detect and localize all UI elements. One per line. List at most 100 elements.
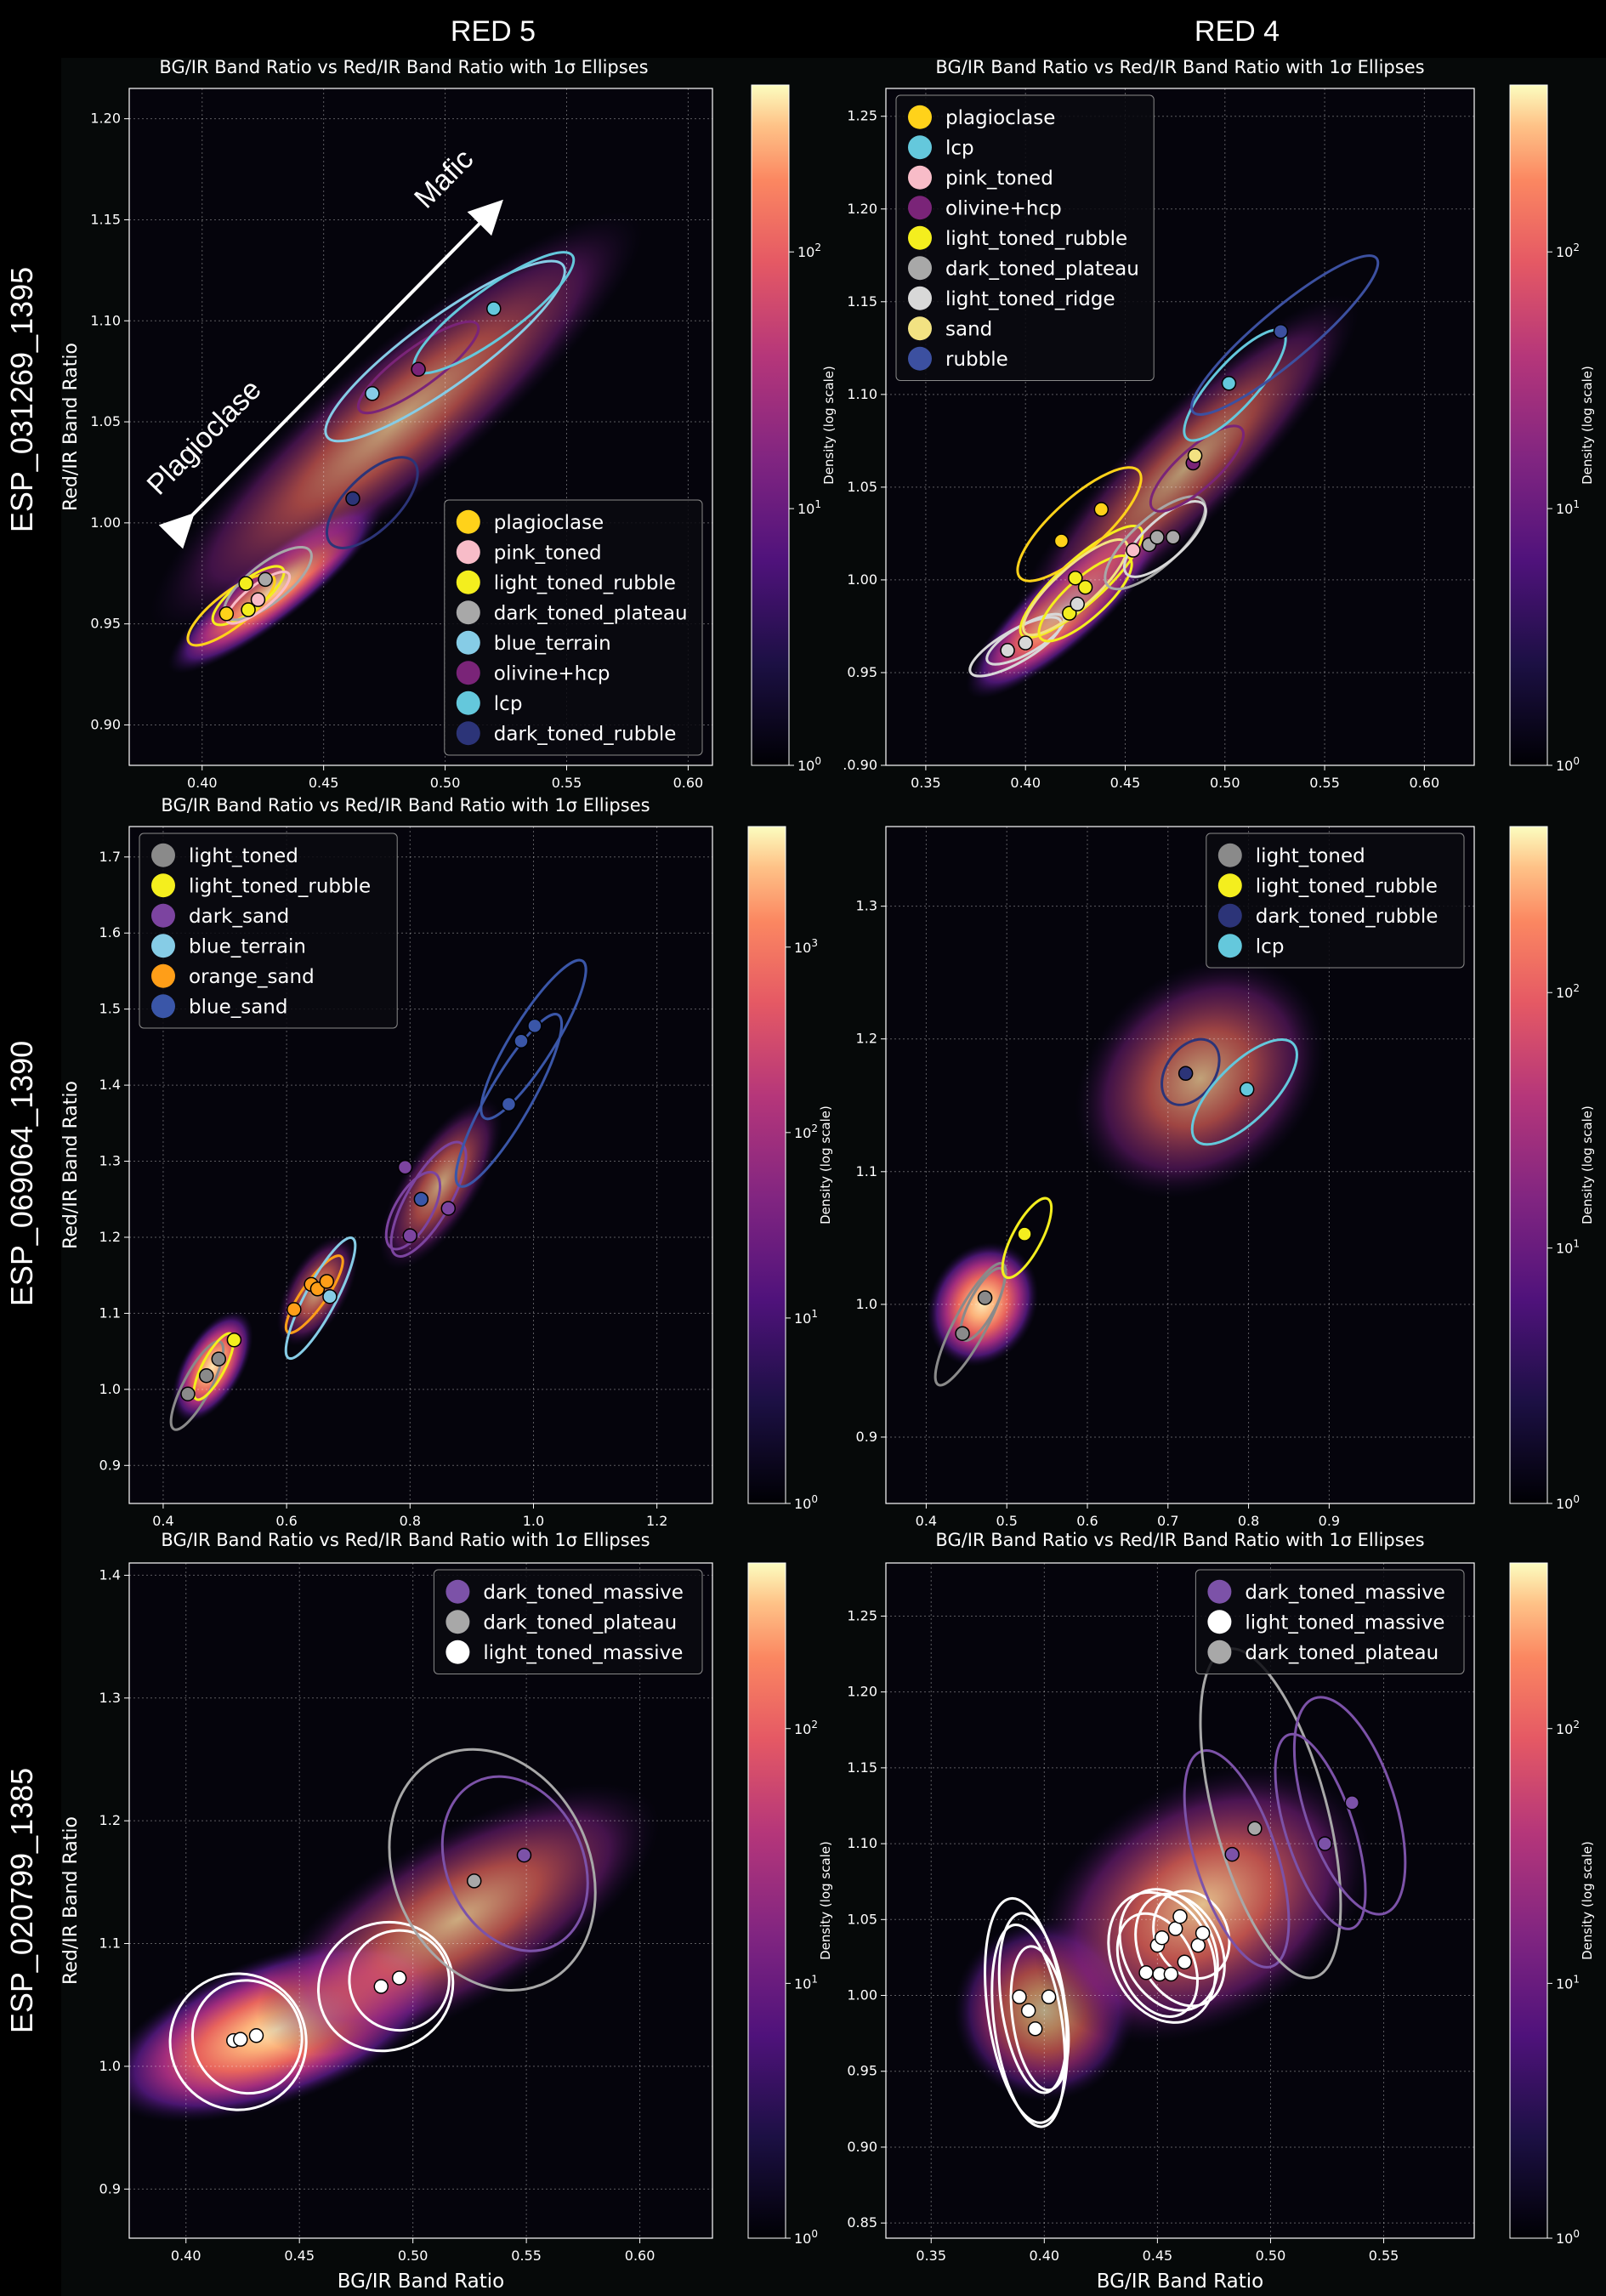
legend-label-dark_toned_massive: dark_toned_massive — [1245, 1582, 1445, 1604]
y-tick-label: 1.7 — [99, 849, 121, 865]
x-tick-label: 0.40 — [1010, 775, 1041, 791]
ellipse-lcp — [1190, 1038, 1298, 1146]
legend-marker-orange_sand — [151, 963, 175, 988]
point-dark_toned_plateau — [1247, 1821, 1263, 1836]
x-tick-label: 0.50 — [430, 775, 461, 791]
x-tick-label: 1.2 — [646, 1513, 667, 1529]
point-light_toned_rubble — [1062, 605, 1077, 621]
ellipse-light_toned_ridge — [1122, 500, 1207, 578]
x-tick-label: 0.4 — [916, 1513, 937, 1529]
row-label-ESP_020799_1385: ESP_020799_1385 — [4, 1768, 39, 2033]
colorbar-tick-label: 101 — [794, 1973, 818, 1992]
point-plagioclase — [218, 606, 235, 622]
legend-label-light_toned_rubble: light_toned_rubble — [945, 228, 1127, 250]
panel-title: BG/IR Band Ratio vs Red/IR Band Ratio wi… — [935, 57, 1424, 77]
panel-5: 0.40 0.45 0.50 0.55 0.60 0.9 1.0 1.1 1.2 1.3 1.4 BG… — [60, 1530, 833, 2293]
point-blue_sand — [514, 1033, 529, 1049]
legend-box — [139, 833, 398, 1029]
row-label-ESP_031269_1395: ESP_031269_1395 — [4, 267, 39, 532]
ellipse-light_toned_massive — [190, 1979, 304, 2095]
legend-marker-plagioclase — [456, 509, 480, 534]
colorbar-tick-label: 101 — [1556, 1238, 1580, 1257]
x-tick-label: 0.8 — [1238, 1513, 1259, 1529]
point-dark_toned_rubble — [1178, 1066, 1194, 1082]
colorbar-tick-label: 102 — [1556, 982, 1580, 1001]
ellipse-dark_toned_plateau — [388, 1748, 597, 1992]
colorbar-tick-label: 102 — [794, 1719, 818, 1737]
y-tick-label: 1.10 — [847, 386, 877, 402]
x-tick-label: 0.55 — [511, 2248, 542, 2264]
legend-box — [1195, 1569, 1465, 1674]
ellipse-light_toned_rubble — [1001, 1196, 1053, 1280]
legend-label-blue_terrain: blue_terrain — [494, 633, 611, 655]
legend-box — [433, 1569, 703, 1674]
row-label-ESP_069064_1390: ESP_069064_1390 — [4, 1041, 39, 1306]
legend-label-dark_toned_plateau: dark_toned_plateau — [1245, 1642, 1439, 1664]
x-tick-label: 0.8 — [400, 1513, 421, 1529]
x-tick-label: 0.9 — [1319, 1513, 1340, 1529]
colorbar-tick-label: 100 — [1556, 1493, 1580, 1512]
point-light_toned_ridge — [1070, 596, 1085, 612]
legend-marker-dark_toned_massive — [1207, 1579, 1232, 1604]
x-tick-label: 0.35 — [916, 2248, 946, 2264]
point-light_toned_massive — [1172, 1908, 1188, 1924]
point-dark_toned_rubble — [345, 491, 360, 507]
legend-marker-light_toned_rubble — [151, 873, 175, 898]
colorbar-tick-label: 102 — [794, 1122, 818, 1141]
colorbar-tick-label: 101 — [1556, 498, 1580, 517]
point-light_toned — [180, 1386, 196, 1401]
legend-label-orange_sand: orange_sand — [189, 966, 315, 988]
x-tick-label: 0.40 — [187, 775, 218, 791]
point-light_toned_massive — [1012, 1989, 1027, 2005]
legend-marker-light_toned — [1217, 843, 1242, 867]
point-dark_toned_plateau — [1149, 530, 1165, 545]
y-tick-label: 0.95 — [847, 2063, 877, 2079]
y-tick-label: 1.1 — [99, 1304, 121, 1321]
y-tick-label: 1.25 — [847, 1607, 877, 1623]
panel-1: 0.40 0.45 0.50 0.55 0.60 0.90 0.95 1.00 1.05 1.10… — [60, 57, 837, 791]
x-tick-label: 1.0 — [523, 1513, 544, 1529]
point-dark_sand — [440, 1201, 457, 1216]
point-blue_sand — [527, 1018, 542, 1034]
point-dark_sand — [397, 1159, 413, 1175]
density-blob — [1075, 958, 1325, 1199]
point-light_toned — [955, 1326, 970, 1341]
legend-marker-olivine+hcp — [908, 196, 932, 220]
point-light_toned_massive — [1041, 1989, 1057, 2005]
y-tick-label: 1.3 — [856, 898, 877, 914]
point-light_toned_rubble — [226, 1332, 242, 1348]
y-tick-label: 1.00 — [847, 571, 877, 588]
ellipse-rubble — [1190, 254, 1380, 416]
y-tick-label: 1.4 — [99, 1566, 121, 1583]
colorbar-tick-label: 101 — [1556, 1973, 1580, 1992]
axes-frame — [885, 1562, 1475, 2239]
legend-marker-light_toned_rubble — [908, 225, 932, 250]
panel-2: 0.35 0.40 0.45 0.50 0.55 0.60 .0.90 0.95 1.00 1.0… — [843, 57, 1595, 791]
legend-label-pink_toned: pink_toned — [945, 168, 1053, 190]
point-lcp — [486, 301, 502, 316]
x-tick-label: 0.45 — [1143, 2248, 1173, 2264]
legend-marker-sand — [908, 316, 932, 341]
x-tick-label: 0.60 — [673, 775, 704, 791]
x-tick-label: 0.50 — [1210, 775, 1240, 791]
point-light_toned_massive — [1138, 1965, 1154, 1981]
point-light_toned — [211, 1351, 227, 1367]
y-tick-label: 0.85 — [847, 2214, 877, 2231]
x-tick-label: 0.45 — [1110, 775, 1141, 791]
legend-label-dark_toned_plateau: dark_toned_plateau — [483, 1611, 677, 1634]
y-axis-label: Red/IR Band Ratio — [60, 1816, 82, 1985]
point-sand — [1187, 448, 1203, 463]
point-light_toned_massive — [373, 1979, 389, 1994]
point-dark_toned_massive — [1344, 1795, 1360, 1810]
legend-label-blue_sand: blue_sand — [189, 996, 287, 1018]
colorbar-tick-label: 100 — [1556, 2228, 1580, 2247]
colorbar — [1509, 826, 1548, 1504]
legend-marker-blue_terrain — [456, 630, 480, 655]
legend-label-lcp: lcp — [494, 693, 523, 715]
panel-title: BG/IR Band Ratio vs Red/IR Band Ratio wi… — [161, 1530, 650, 1550]
x-tick-label: 0.45 — [309, 775, 339, 791]
legend-marker-light_toned_rubble — [456, 570, 480, 594]
point-light_toned_massive — [233, 2032, 248, 2047]
colorbar-label: Density (log scale) — [818, 1841, 833, 1960]
